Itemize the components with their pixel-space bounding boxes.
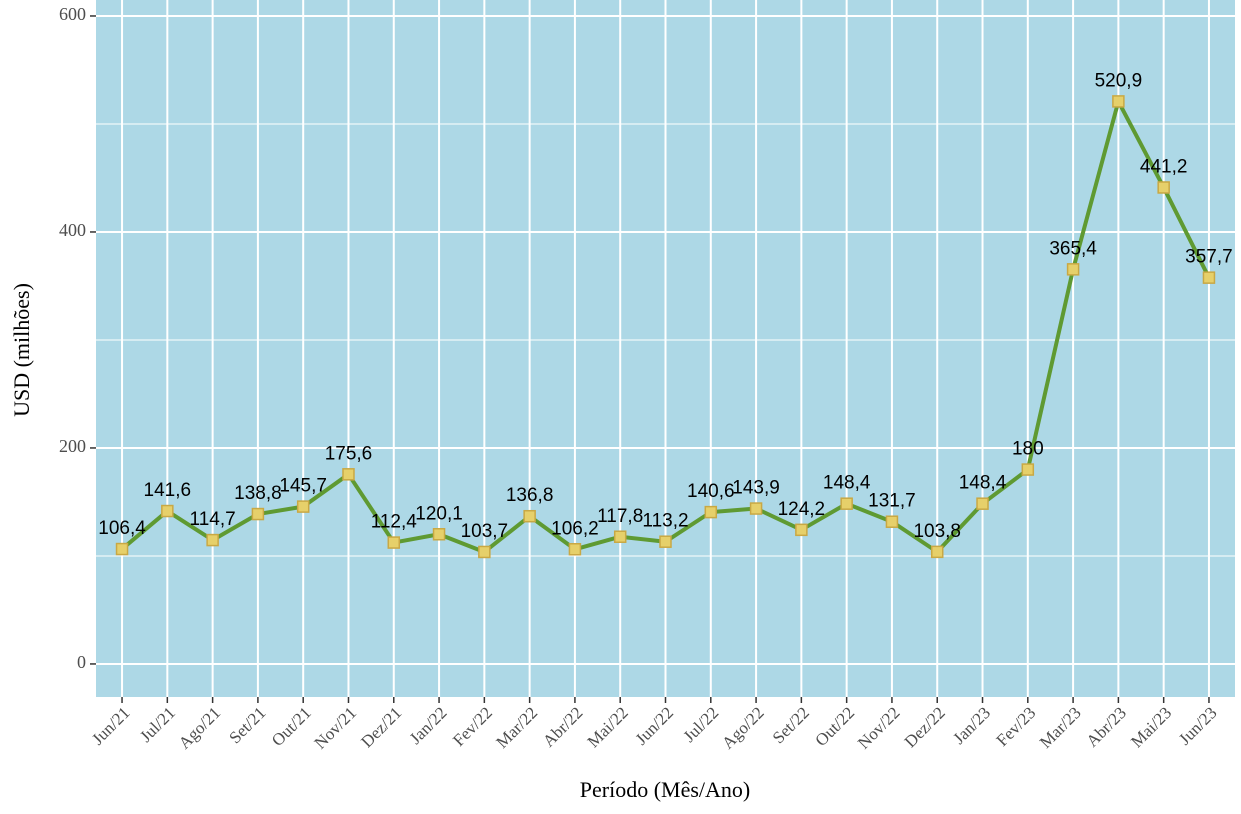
x-tick-label: Out/22 [811, 703, 858, 750]
marker [115, 542, 129, 556]
x-tick-label: Ago/22 [718, 703, 767, 752]
x-tick-label: Fev/23 [993, 703, 1040, 750]
x-tick-label: Ago/21 [175, 703, 224, 752]
data-label: 124,2 [778, 499, 826, 520]
x-tick-label: Nov/21 [311, 703, 360, 752]
marker [976, 497, 989, 510]
data-label: 148,4 [823, 473, 871, 494]
data-label: 441,2 [1140, 156, 1188, 177]
data-label: 112,4 [371, 512, 418, 533]
y-tick-label: 200 [59, 436, 86, 456]
x-tick-label: Jul/21 [136, 703, 179, 746]
marker [432, 528, 446, 541]
data-label: 520,9 [1095, 70, 1143, 91]
x-axis-title: Período (Mês/Ano) [580, 777, 750, 802]
x-tick-label: Jun/23 [1175, 703, 1220, 748]
x-tick-label: Mar/22 [492, 703, 541, 752]
marker [1202, 271, 1216, 284]
marker [296, 500, 310, 513]
marker [1157, 181, 1170, 194]
data-label: 138,8 [234, 483, 282, 504]
x-tick-label: Dez/21 [357, 703, 405, 751]
x-tick-label: Mar/23 [1036, 703, 1085, 752]
x-tick-label: Set/21 [225, 703, 269, 747]
marker [704, 505, 718, 519]
data-label: 180 [1012, 439, 1044, 460]
x-tick-label: Jun/21 [88, 703, 133, 748]
data-label: 114,7 [190, 509, 236, 530]
marker [1021, 463, 1035, 476]
data-label: 120,1 [415, 503, 463, 524]
x-tick-label: Nov/22 [854, 703, 903, 752]
data-label: 175,6 [325, 443, 373, 464]
marker [659, 535, 672, 548]
data-label: 103,7 [461, 521, 509, 542]
data-label: 106,2 [551, 518, 599, 539]
x-tick-label: Jan/23 [949, 703, 994, 748]
x-tick-label: Jun/22 [632, 703, 677, 748]
marker [387, 536, 401, 549]
data-label: 117,8 [597, 506, 643, 527]
data-label: 143,9 [732, 478, 780, 499]
data-label: 148,4 [959, 473, 1007, 494]
x-tick-label: Abr/23 [1082, 703, 1129, 750]
marker [885, 515, 899, 528]
y-tick-label: 600 [59, 4, 86, 24]
marker [206, 533, 219, 547]
y-tick-label: 400 [59, 220, 86, 240]
data-label: 357,7 [1185, 247, 1233, 268]
marker [840, 497, 853, 510]
data-label: 106,4 [98, 518, 146, 539]
data-label: 141,6 [144, 480, 192, 501]
marker [251, 507, 265, 521]
x-tick-label: Abr/22 [539, 703, 586, 750]
data-label: 103,8 [913, 521, 961, 542]
x-tick-label: Mai/23 [1127, 703, 1175, 751]
data-label: 140,6 [687, 481, 735, 502]
x-tick-label: Set/22 [769, 703, 813, 747]
marker [568, 543, 582, 556]
x-tick-label: Jan/22 [406, 703, 451, 748]
marker [342, 468, 355, 481]
data-label: 145,7 [279, 476, 327, 497]
marker [749, 502, 763, 515]
x-tick-label: Mai/22 [584, 703, 632, 751]
x-tick-label: Jul/22 [680, 703, 723, 746]
x-tick-label: Fev/22 [449, 703, 496, 750]
marker [795, 523, 808, 537]
marker [161, 504, 174, 518]
x-tick-label: Out/21 [268, 703, 315, 750]
marker [930, 545, 944, 559]
x-tick-label: Dez/22 [901, 703, 949, 751]
marker [1066, 263, 1080, 276]
marker [478, 545, 491, 559]
y-axis-title: USD (milhões) [9, 283, 34, 417]
marker [613, 530, 627, 543]
marker [523, 509, 536, 523]
data-label: 113,2 [642, 511, 688, 532]
data-label: 365,4 [1049, 238, 1097, 259]
marker [1112, 95, 1125, 108]
y-tick-label: 0 [77, 652, 86, 672]
data-label: 136,8 [506, 485, 554, 506]
data-label: 131,7 [868, 491, 916, 512]
